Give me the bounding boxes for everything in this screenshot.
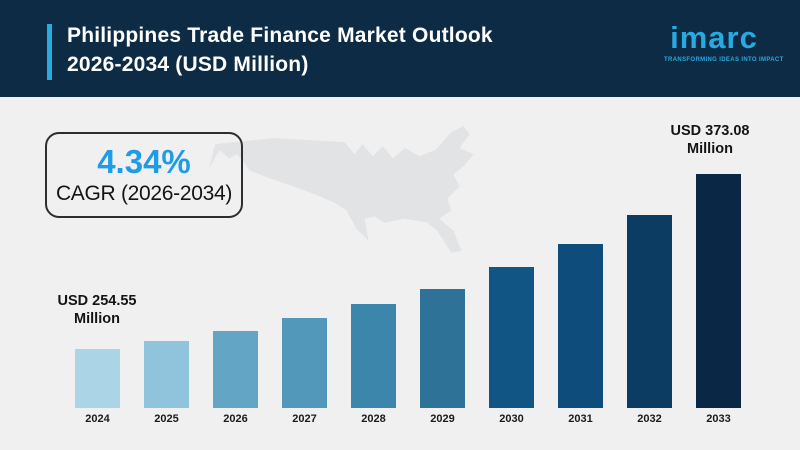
bar-2031 [558, 244, 603, 408]
bar-2032 [627, 215, 672, 408]
value-label-2024: USD 254.55 Million [35, 293, 159, 328]
bar-2026 [213, 331, 258, 408]
x-axis-label-2029: 2029 [430, 413, 455, 425]
cagr-label: CAGR (2026-2034) [55, 182, 233, 205]
page-title: Philippines Trade Finance Market Outlook… [67, 21, 493, 79]
x-axis-label-2031: 2031 [568, 413, 593, 425]
imarc-logo-text: imarc [670, 20, 758, 55]
bar-2027 [282, 318, 327, 408]
bar-2029 [420, 289, 465, 408]
cagr-box: 4.34% CAGR (2026-2034) [45, 132, 243, 218]
bar-2030 [489, 267, 534, 408]
x-axis-label-2033: 2033 [706, 413, 731, 425]
header: Philippines Trade Finance Market Outlook… [0, 0, 800, 97]
usa-map-watermark-icon [209, 126, 474, 253]
x-axis-label-2030: 2030 [499, 413, 524, 425]
page-title-line1: Philippines Trade Finance Market Outlook [67, 24, 493, 47]
bar-2025 [144, 341, 189, 408]
value-label-2024-line1: USD 254.55 [57, 293, 137, 309]
bar-2024 [75, 349, 120, 408]
x-axis-label-2032: 2032 [637, 413, 662, 425]
x-axis-label-2025: 2025 [154, 413, 179, 425]
bar-2033 [696, 174, 741, 408]
value-label-2024-line2: Million [74, 310, 120, 327]
chart-area: 4.34% CAGR (2026-2034) USD 254.55 Millio… [0, 97, 800, 450]
title-accent-bar [47, 24, 52, 80]
value-label-2033: USD 373.08 Million [648, 123, 772, 158]
x-axis-label-2026: 2026 [223, 413, 248, 425]
x-axis-label-2024: 2024 [85, 413, 110, 425]
imarc-logo-tagline: TRANSFORMING IDEAS INTO IMPACT [664, 57, 784, 63]
value-label-2033-line2: Million [687, 140, 733, 157]
x-axis-label-2027: 2027 [292, 413, 317, 425]
imarc-logo: imarc TRANSFORMING IDEAS INTO IMPACT [664, 20, 784, 64]
value-label-2033-line1: USD 373.08 [670, 123, 750, 139]
cagr-value: 4.34% [97, 143, 191, 180]
x-axis-label-2028: 2028 [361, 413, 386, 425]
page-title-line2: 2026-2034 (USD Million) [67, 53, 309, 76]
bar-2028 [351, 304, 396, 408]
